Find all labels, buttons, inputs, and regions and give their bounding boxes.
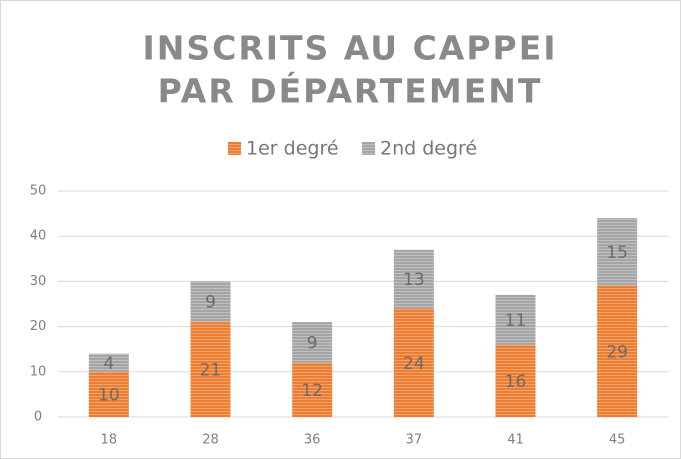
bar-segment [88,353,129,372]
data-label: 12 [301,381,323,401]
bar-segment [190,322,231,417]
x-tick-label: 28 [202,433,219,448]
x-tick-label: 36 [304,433,321,448]
y-tick-label: 10 [30,364,47,379]
data-label: 29 [606,342,628,362]
y-tick-label: 30 [30,274,47,289]
bar-segment [597,285,638,417]
x-tick-label: 45 [609,433,626,448]
x-tick-label: 18 [101,433,118,448]
data-label: 15 [606,243,628,263]
y-tick-label: 0 [34,410,42,425]
data-label: 21 [200,361,222,381]
bar-segment [495,344,536,417]
data-label: 11 [505,311,527,331]
x-tick-label: 37 [406,433,423,448]
data-label: 13 [403,270,425,290]
bar-segment [393,308,434,417]
chart-title: PAR DÉPARTEMENT [158,71,543,111]
y-tick-label: 50 [30,184,47,199]
bar-segment [292,362,333,417]
bar-segment [495,294,536,345]
y-tick-label: 40 [30,229,47,244]
data-label: 9 [307,333,318,353]
chart-title: INSCRITS AU CAPPEI [142,29,557,68]
x-tick-label: 41 [507,433,524,448]
data-label: 24 [403,354,425,374]
bar-segment [292,322,333,363]
bar-segment [88,371,129,417]
data-label: 9 [205,293,216,313]
legend-swatch [228,142,241,155]
bar-segment [393,249,434,309]
bar-segment [597,218,638,286]
legend-swatch [362,142,375,155]
data-label: 10 [98,385,120,405]
legend-label: 1er degré [246,138,339,160]
legend-label: 2nd degré [380,138,477,160]
data-label: 4 [103,354,114,374]
bar-segment [190,281,231,323]
data-label: 16 [505,372,527,392]
y-tick-label: 20 [30,319,47,334]
